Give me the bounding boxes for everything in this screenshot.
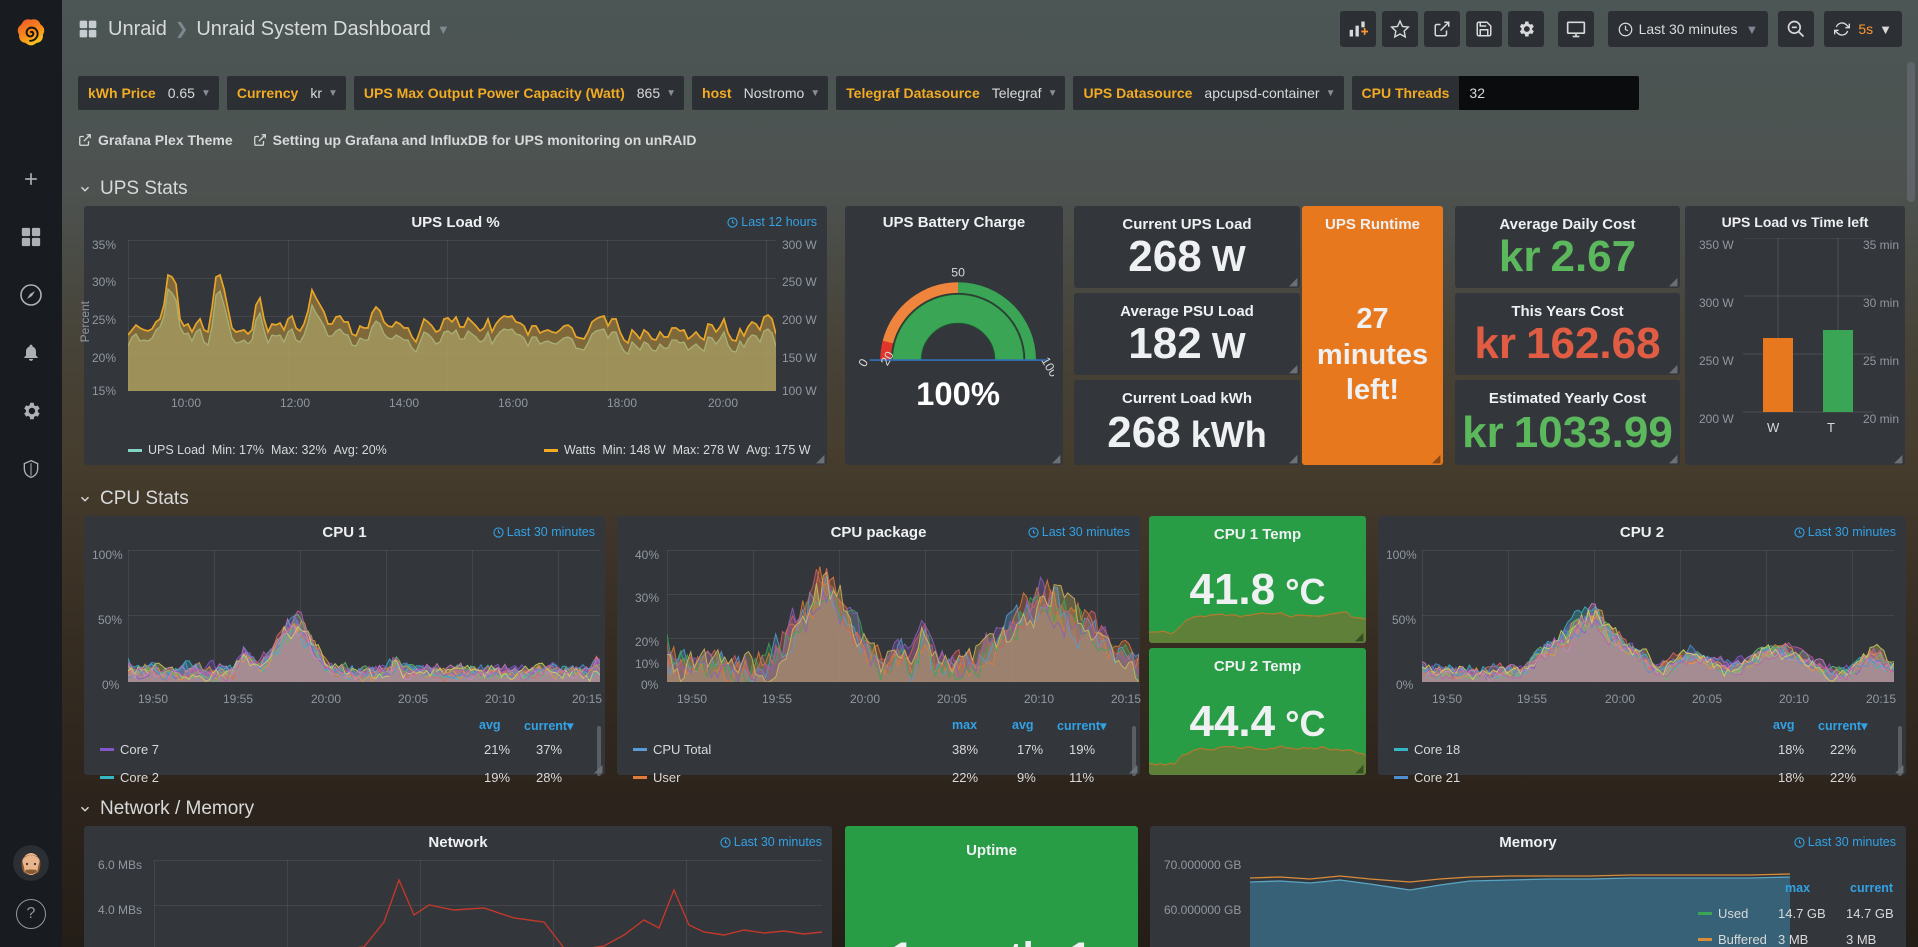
svg-text:50: 50: [951, 265, 965, 279]
svg-text:0: 0: [856, 356, 872, 369]
svg-text:100: 100: [1038, 355, 1054, 380]
svg-text:100%: 100%: [916, 375, 1000, 412]
